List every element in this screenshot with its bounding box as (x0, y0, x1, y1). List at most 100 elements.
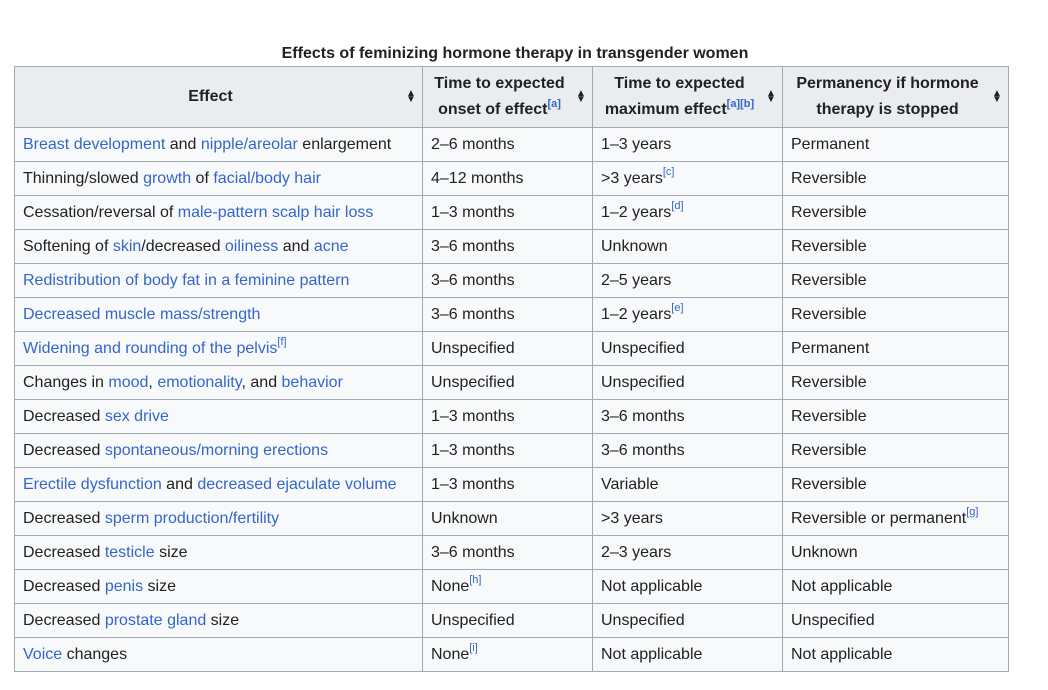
table-row: Decreased testicle size 3–6 months 2–3 yea… (14, 535, 1009, 570)
reference-link[interactable]: [e] (671, 302, 684, 315)
cell-text: Effect (188, 88, 233, 105)
wiki-link[interactable]: penis (104, 577, 144, 595)
table-cell: >3 years[c] (592, 161, 783, 196)
wiki-link[interactable]: facial/body hair (213, 169, 321, 187)
table-row: Decreased spontaneous/morning erections 1… (14, 433, 1009, 468)
wiki-link[interactable]: Breast development (23, 135, 166, 153)
table-cell: Decreased sex drive (14, 399, 423, 434)
table-cell: Not applicable (782, 637, 1009, 672)
header-permanency[interactable]: Permanency if hormone therapy is stopped… (782, 66, 1009, 128)
wiki-link[interactable]: male-pattern scalp hair loss (177, 203, 374, 221)
table-cell: Decreased spontaneous/morning erections (14, 433, 423, 468)
table-cell: Reversible (782, 195, 1009, 230)
cell-text: size (154, 543, 188, 561)
cell-text: Reversible (791, 203, 867, 221)
wiki-link[interactable]: mood (108, 373, 149, 391)
table-cell: Not applicable (592, 569, 783, 604)
cell-text: Decreased (23, 509, 105, 527)
sort-icon[interactable]: ▲ ▼ (406, 88, 416, 105)
table-cell: Reversible (782, 263, 1009, 298)
wiki-link[interactable]: Voice (23, 645, 63, 663)
cell-text: 1–2 years (601, 305, 672, 323)
table-cell: Unspecified (592, 603, 783, 638)
table-cell: Reversible (782, 161, 1009, 196)
cell-text: Permanent (791, 135, 870, 153)
table-cell: Permanent (782, 331, 1009, 366)
table-cell: Breast development and nipple/areolar en… (14, 127, 423, 162)
header-effect[interactable]: Effect ▲ ▼ (14, 66, 423, 128)
table-row: Changes in mood, emotionality, and behav… (14, 365, 1009, 400)
wiki-link[interactable]: prostate gland (104, 611, 207, 629)
table-cell: Reversible (782, 297, 1009, 332)
cell-text: Unknown (791, 543, 858, 561)
cell-text: , and (241, 373, 282, 391)
table-container: Effects of feminizing hormone therapy in… (14, 44, 1009, 672)
cell-text: 2–3 years (601, 543, 672, 561)
reference-link[interactable]: [f] (277, 336, 287, 349)
wiki-link[interactable]: acne (313, 237, 349, 255)
header-maximum[interactable]: Time to expected maximum effect[a][b] ▲ ▼ (592, 66, 783, 128)
footnote-ref: [g] (966, 506, 978, 518)
table-cell: 2–3 years (592, 535, 783, 570)
cell-text: Reversible (791, 169, 867, 187)
table-row: Thinning/slowed growth of facial/body ha… (14, 161, 1009, 196)
cell-text: >3 years (601, 509, 663, 527)
wiki-link[interactable]: growth (143, 169, 192, 187)
cell-text: 2–6 months (431, 135, 515, 153)
table-cell: 3–6 months (592, 399, 783, 434)
table-cell: 1–3 months (422, 195, 593, 230)
wiki-link[interactable]: sperm production/fertility (104, 509, 280, 527)
cell-text: Unspecified (431, 373, 515, 391)
sort-icon[interactable]: ▲ ▼ (576, 88, 586, 105)
table-cell: Unspecified (422, 603, 593, 638)
table-cell: Changes in mood, emotionality, and behav… (14, 365, 423, 400)
cell-text: Decreased (23, 407, 105, 425)
wiki-link[interactable]: testicle (104, 543, 155, 561)
cell-text: Not applicable (601, 645, 703, 663)
table-cell: Redistribution of body fat in a feminine… (14, 263, 423, 298)
wiki-link[interactable]: nipple/areolar (200, 135, 298, 153)
footnote-ref: [f] (277, 336, 286, 348)
reference-link[interactable]: [c] (662, 166, 675, 179)
cell-text: Decreased (23, 577, 105, 595)
cell-text: Reversible (791, 305, 867, 323)
wiki-link[interactable]: oiliness (224, 237, 279, 255)
table-cell: 1–3 months (422, 467, 593, 502)
table-cell: 1–2 years[e] (592, 297, 783, 332)
cell-text: Decreased (23, 611, 105, 629)
wiki-link[interactable]: skin (112, 237, 142, 255)
wiki-link[interactable]: Redistribution of body fat in a feminine… (23, 271, 350, 289)
footnote-ref: [h] (469, 574, 481, 586)
table-cell: Reversible (782, 229, 1009, 264)
reference-link[interactable]: [d] (671, 200, 684, 213)
cell-text: 3–6 months (431, 543, 515, 561)
cell-text: None (431, 645, 470, 663)
wiki-link[interactable]: decreased ejaculate volume (197, 475, 397, 493)
reference-link[interactable]: [a] (547, 97, 561, 110)
table-row: Voice changes None[i] Not applicable Not ap… (14, 637, 1009, 672)
footnote-ref: [d] (671, 200, 683, 212)
reference-link[interactable]: [g] (966, 506, 979, 519)
table-cell: Voice changes (14, 637, 423, 672)
sort-icon[interactable]: ▲ ▼ (766, 88, 776, 105)
sort-icon[interactable]: ▲ ▼ (992, 88, 1002, 105)
reference-link[interactable]: [i] (469, 642, 478, 655)
wiki-link[interactable]: behavior (281, 373, 343, 391)
wiki-link[interactable]: Decreased muscle mass/strength (23, 305, 261, 323)
cell-text: Permanency if hormone therapy is stopped (796, 75, 979, 118)
cell-text: 1–2 years (601, 203, 672, 221)
cell-text: of (191, 169, 214, 187)
table-cell: None[h] (422, 569, 593, 604)
wiki-link[interactable]: Widening and rounding of the pelvis (23, 339, 278, 357)
wiki-link[interactable]: sex drive (104, 407, 169, 425)
table-cell: Unknown (782, 535, 1009, 570)
wiki-link[interactable]: spontaneous/morning erections (104, 441, 329, 459)
reference-link[interactable]: [a][b] (726, 97, 755, 110)
cell-text: Decreased (23, 543, 105, 561)
wiki-link[interactable]: emotionality (157, 373, 242, 391)
header-onset[interactable]: Time to expected onset of effect[a] ▲ ▼ (422, 66, 593, 128)
wiki-link[interactable]: Erectile dysfunction (23, 475, 162, 493)
reference-link[interactable]: [h] (469, 574, 482, 587)
table-cell: Not applicable (592, 637, 783, 672)
table-cell: 3–6 months (422, 263, 593, 298)
